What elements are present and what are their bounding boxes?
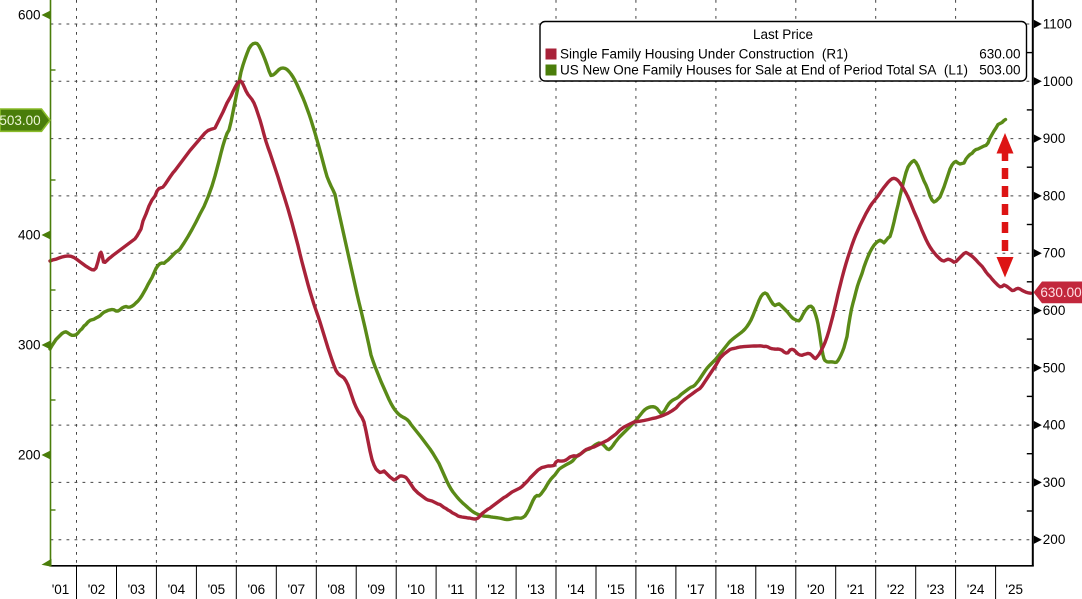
svg-text:'20: '20 bbox=[807, 582, 825, 597]
svg-text:'04: '04 bbox=[168, 582, 186, 597]
svg-text:'02: '02 bbox=[88, 582, 106, 597]
svg-text:600: 600 bbox=[18, 8, 41, 23]
svg-text:'14: '14 bbox=[567, 582, 585, 597]
svg-text:700: 700 bbox=[1043, 246, 1066, 261]
svg-text:1000: 1000 bbox=[1043, 74, 1073, 89]
svg-text:'05: '05 bbox=[208, 582, 226, 597]
svg-text:'07: '07 bbox=[288, 582, 306, 597]
svg-text:'23: '23 bbox=[927, 582, 945, 597]
svg-text:'12: '12 bbox=[487, 582, 505, 597]
svg-text:'19: '19 bbox=[767, 582, 785, 597]
svg-text:'10: '10 bbox=[407, 582, 425, 597]
svg-text:'15: '15 bbox=[607, 582, 625, 597]
svg-text:'03: '03 bbox=[128, 582, 146, 597]
svg-text:900: 900 bbox=[1043, 131, 1066, 146]
svg-text:200: 200 bbox=[1043, 532, 1066, 547]
svg-text:400: 400 bbox=[1043, 418, 1066, 433]
svg-text:'21: '21 bbox=[847, 582, 865, 597]
svg-text:Last Price: Last Price bbox=[753, 27, 813, 42]
svg-text:'01: '01 bbox=[52, 582, 70, 597]
svg-text:503.00: 503.00 bbox=[979, 63, 1020, 78]
svg-text:'25: '25 bbox=[1005, 582, 1023, 597]
svg-text:US New One Family Houses for S: US New One Family Houses for Sale at End… bbox=[560, 63, 968, 78]
svg-text:500: 500 bbox=[1043, 360, 1066, 375]
svg-text:'08: '08 bbox=[327, 582, 345, 597]
svg-text:630.00: 630.00 bbox=[979, 47, 1020, 62]
svg-text:'22: '22 bbox=[887, 582, 905, 597]
svg-text:Single Family Housing Under Co: Single Family Housing Under Construction… bbox=[560, 47, 848, 62]
svg-text:'18: '18 bbox=[727, 582, 745, 597]
svg-text:'06: '06 bbox=[248, 582, 266, 597]
svg-text:300: 300 bbox=[1043, 475, 1066, 490]
svg-text:600: 600 bbox=[1043, 303, 1066, 318]
svg-text:200: 200 bbox=[18, 448, 41, 463]
svg-text:'13: '13 bbox=[527, 582, 545, 597]
svg-text:'09: '09 bbox=[367, 582, 385, 597]
svg-text:'16: '16 bbox=[647, 582, 665, 597]
svg-text:503.00: 503.00 bbox=[0, 113, 41, 128]
svg-text:800: 800 bbox=[1043, 188, 1066, 203]
svg-text:'24: '24 bbox=[967, 582, 985, 597]
svg-text:400: 400 bbox=[18, 228, 41, 243]
svg-text:300: 300 bbox=[18, 338, 41, 353]
svg-text:'17: '17 bbox=[687, 582, 705, 597]
svg-text:'11: '11 bbox=[448, 582, 465, 597]
svg-text:1100: 1100 bbox=[1043, 17, 1072, 32]
svg-text:630.00: 630.00 bbox=[1040, 285, 1081, 300]
